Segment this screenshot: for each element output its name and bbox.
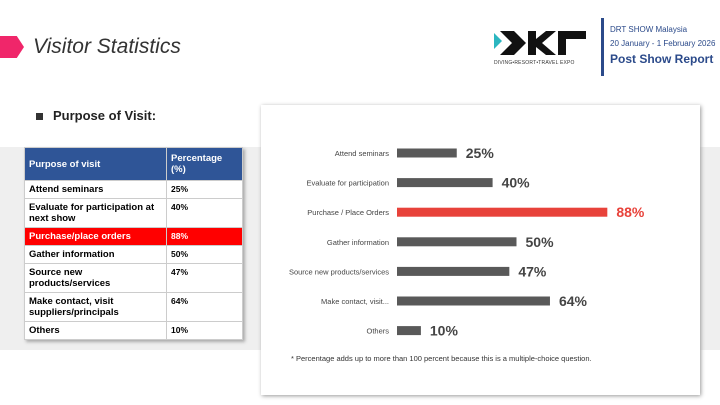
cell: 40% <box>166 198 243 228</box>
bar <box>397 148 457 158</box>
drt-logo <box>494 31 586 55</box>
table-row: Others 10% <box>24 321 243 340</box>
section-title: Purpose of Visit: <box>36 108 156 123</box>
header-divider <box>601 18 604 76</box>
category-label: Others <box>366 327 389 336</box>
bar <box>397 207 608 217</box>
data-label: 10% <box>430 323 459 339</box>
bar <box>397 237 517 247</box>
data-label: 50% <box>526 234 555 250</box>
category-label: Source new products/services <box>289 267 389 276</box>
bar <box>397 178 493 188</box>
cell: 50% <box>166 245 243 264</box>
table-row: Gather information 50% <box>24 245 243 264</box>
cell: 25% <box>166 180 243 199</box>
report-title: Post Show Report <box>610 52 714 66</box>
bar-chart: Attend seminars 25% Evaluate for participa… <box>289 145 645 339</box>
data-label: 64% <box>559 293 588 309</box>
section-title-text: Purpose of Visit: <box>53 108 157 123</box>
cell: Purchase/place orders <box>24 227 167 246</box>
table-header: Percentage (%) <box>166 147 243 181</box>
page-title: Visitor Statistics <box>33 35 181 58</box>
cell: Others <box>24 321 167 340</box>
table-row: Evaluate for participation at next show 4… <box>24 198 243 228</box>
table-row-highlighted: Purchase/place orders 88% <box>24 227 243 246</box>
category-label: Purchase / Place Orders <box>307 208 389 217</box>
bar <box>397 296 550 306</box>
cell: 88% <box>166 227 243 246</box>
logo-tagline: DIVING•RESORT•TRAVEL EXPO <box>494 60 575 66</box>
category-label: Attend seminars <box>335 149 389 158</box>
bar <box>397 266 510 276</box>
table-row: Attend seminars 25% <box>24 180 243 199</box>
cell: Make contact, visit suppliers/principals <box>24 292 167 322</box>
category-label: Gather information <box>327 238 389 247</box>
table-row: Make contact, visit suppliers/principals… <box>24 292 243 322</box>
title-arrow-icon <box>0 36 24 58</box>
chart-note: * Percentage adds up to more than 100 pe… <box>291 354 592 363</box>
data-label: 25% <box>466 145 495 161</box>
cell: 64% <box>166 292 243 322</box>
cell: Attend seminars <box>24 180 167 199</box>
chart-panel: Attend seminars 25% Evaluate for participa… <box>261 105 700 395</box>
data-label: 40% <box>502 175 531 191</box>
cell: Gather information <box>24 245 167 264</box>
data-label: 47% <box>518 263 547 279</box>
cell: Evaluate for participation at next show <box>24 198 167 228</box>
cell: 10% <box>166 321 243 340</box>
category-label: Make contact, visit... <box>321 297 389 306</box>
event-name: DRT SHOW Malaysia <box>610 25 688 34</box>
table-header: Purpose of visit <box>24 147 167 181</box>
table-row: Source new products/services 47% <box>24 263 243 293</box>
event-dates: 20 January - 1 February 2026 <box>610 39 716 48</box>
bar <box>397 326 421 336</box>
cell: 47% <box>166 263 243 293</box>
category-label: Evaluate for participation <box>306 179 389 188</box>
bullet-square-icon <box>36 113 43 121</box>
purpose-table: Purpose of visit Percentage (%) Attend se… <box>24 147 243 340</box>
cell: Source new products/services <box>24 263 167 293</box>
data-label: 88% <box>616 204 645 220</box>
